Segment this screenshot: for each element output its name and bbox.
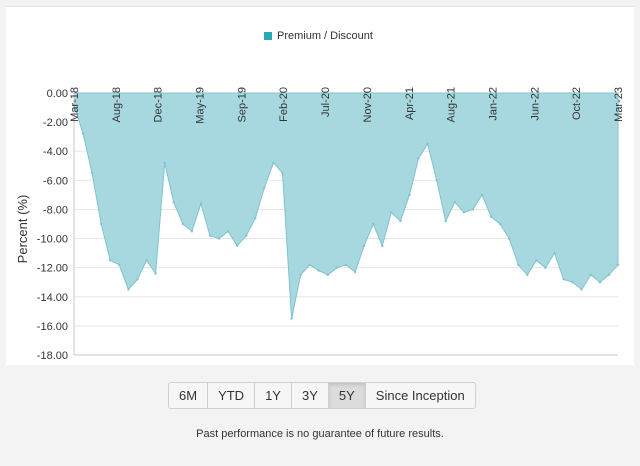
- data-point: [517, 263, 520, 266]
- y-tick-label: -4.00: [43, 146, 68, 158]
- data-point: [217, 237, 221, 240]
- x-tick-label: Aug-21: [446, 87, 458, 122]
- data-point: [508, 237, 511, 240]
- data-point: [181, 222, 184, 226]
- data-point: [199, 202, 203, 205]
- data-point: [535, 259, 538, 262]
- data-point: [299, 273, 302, 277]
- x-tick-label: Jun-22: [529, 87, 541, 121]
- data-point: [607, 273, 611, 277]
- data-point: [90, 171, 94, 175]
- series-area: [73, 92, 619, 319]
- x-tick-label: Nov-20: [362, 87, 374, 122]
- data-point: [426, 142, 429, 146]
- range-button-since-inception[interactable]: Since Inception: [364, 383, 475, 408]
- x-tick-label: Sep-19: [236, 87, 248, 122]
- data-point: [489, 215, 493, 218]
- x-tick-label: Feb-20: [278, 87, 290, 122]
- data-point: [245, 234, 248, 237]
- y-tick-label: -12.00: [37, 263, 68, 275]
- data-point: [154, 272, 157, 275]
- data-point: [163, 161, 166, 165]
- range-button-1y[interactable]: 1Y: [254, 383, 291, 408]
- data-point: [381, 244, 384, 247]
- data-point: [290, 317, 293, 320]
- data-point: [589, 273, 592, 277]
- data-point: [471, 208, 475, 211]
- data-point: [444, 219, 447, 223]
- legend[interactable]: Premium / Discount: [264, 30, 373, 42]
- data-point: [308, 263, 311, 266]
- x-tick-label: Dec-18: [153, 87, 165, 122]
- y-tick-label: 0.00: [47, 88, 68, 100]
- y-tick-label: -6.00: [43, 175, 68, 187]
- data-point: [254, 217, 257, 220]
- y-tick-label: -14.00: [37, 292, 68, 304]
- data-point: [326, 273, 330, 277]
- x-tick-label: Aug-18: [111, 87, 123, 122]
- y-axis-label: Percent (%): [15, 195, 30, 264]
- data-point: [172, 201, 175, 204]
- x-tick-label: Mar-18: [69, 87, 81, 122]
- data-point: [362, 244, 366, 247]
- data-point: [226, 230, 230, 233]
- x-tick-label: Oct-22: [571, 87, 583, 120]
- x-tick-label: Mar-23: [613, 87, 625, 122]
- y-tick-label: -2.00: [43, 117, 68, 129]
- data-point: [480, 193, 484, 197]
- data-point: [335, 266, 339, 269]
- chart-card: Premium / Discount 0.00 -2.00 -4.00 -6.00 -8…: [6, 6, 634, 365]
- data-point: [408, 193, 411, 197]
- data-point: [598, 281, 602, 284]
- data-point: [562, 278, 565, 281]
- disclaimer-text: Past performance is no guarantee of futu…: [196, 428, 444, 440]
- data-point: [145, 259, 148, 262]
- data-point: [353, 270, 357, 274]
- y-tick-label: -18.00: [37, 350, 68, 362]
- y-tick-label: -16.00: [37, 321, 68, 333]
- data-point: [81, 132, 85, 135]
- data-point: [498, 222, 502, 226]
- data-point: [399, 219, 402, 223]
- data-point: [118, 263, 121, 266]
- data-point: [435, 179, 438, 182]
- data-point: [109, 259, 112, 262]
- data-point: [417, 157, 420, 160]
- data-point: [127, 288, 130, 291]
- data-point: [208, 234, 212, 237]
- x-tick-label: Jan-22: [487, 87, 499, 121]
- data-point: [272, 161, 275, 165]
- data-point: [580, 288, 583, 291]
- data-point: [462, 211, 466, 214]
- data-point: [390, 211, 393, 214]
- premium-discount-chart: Premium / Discount 0.00 -2.00 -4.00 -6.00 -8…: [15, 30, 625, 362]
- data-point: [544, 266, 547, 269]
- data-point: [281, 171, 284, 175]
- x-tick-label: Jul-20: [320, 87, 332, 117]
- data-point: [100, 222, 103, 226]
- range-selector: 6M YTD 1Y 3Y 5Y Since Inception: [168, 382, 476, 409]
- data-point: [236, 244, 239, 247]
- data-point: [372, 222, 375, 226]
- data-point: [136, 278, 139, 281]
- x-tick-label: Apr-21: [404, 87, 416, 120]
- y-tick-label: -8.00: [43, 204, 68, 216]
- data-point: [571, 281, 574, 284]
- x-tick-label: May-19: [195, 87, 207, 124]
- data-point: [190, 230, 194, 233]
- data-point: [553, 251, 556, 255]
- data-point: [616, 263, 620, 266]
- range-button-6m[interactable]: 6M: [169, 383, 207, 408]
- data-point: [453, 201, 456, 204]
- data-point: [526, 273, 529, 277]
- data-point: [317, 269, 320, 272]
- data-point: [344, 263, 348, 266]
- data-point: [263, 186, 266, 189]
- legend-swatch: [264, 32, 272, 40]
- y-tick-label: -10.00: [37, 234, 68, 246]
- range-button-ytd[interactable]: YTD: [207, 383, 254, 408]
- range-button-5y[interactable]: 5Y: [327, 383, 365, 408]
- legend-label: Premium / Discount: [277, 30, 373, 42]
- range-button-3y[interactable]: 3Y: [290, 383, 328, 408]
